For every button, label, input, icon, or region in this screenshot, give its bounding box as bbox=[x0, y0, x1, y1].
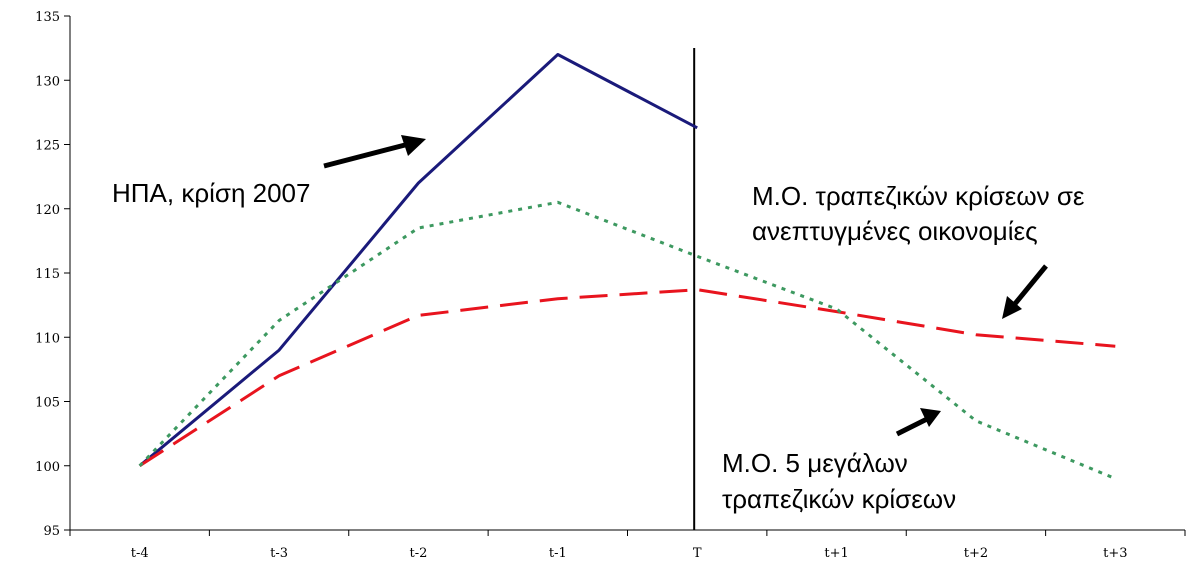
x-tick-label: t-1 bbox=[549, 546, 567, 561]
annotation-advanced-line-2: ανεπτυγμένες οικονομίες bbox=[752, 216, 1038, 246]
x-tick-label: t-4 bbox=[131, 546, 149, 561]
x-tick-label: T bbox=[693, 546, 702, 561]
y-tick-label: 95 bbox=[43, 524, 60, 539]
annotation-advanced: Μ.Ο. τραπεζικών κρίσεων σε ανεπτυγμένες … bbox=[752, 181, 1092, 246]
annotation-advanced-line-1: Μ.Ο. τραπεζικών κρίσεων σε bbox=[752, 181, 1085, 211]
y-tick-label: 135 bbox=[35, 10, 60, 25]
annotations: ΗΠΑ, κρίση 2007 Μ.Ο. τραπεζικών κρίσεων … bbox=[112, 178, 1092, 514]
arrow-advanced bbox=[1002, 264, 1048, 319]
series-line-advanced bbox=[138, 288, 1116, 468]
x-tick-label: t-3 bbox=[270, 546, 288, 561]
annotation-big5-line-2: τραπεζικών κρίσεων bbox=[722, 484, 956, 514]
y-tick-label: 125 bbox=[35, 139, 60, 154]
y-tick-label: 130 bbox=[35, 74, 60, 89]
x-tick-label: t+2 bbox=[964, 546, 988, 561]
annotation-big5: Μ.Ο. 5 μεγάλων τραπεζικών κρίσεων bbox=[722, 448, 956, 514]
x-tick-label: t+3 bbox=[1103, 546, 1127, 561]
arrow-big5 bbox=[895, 408, 941, 437]
annotation-big5-line-1: Μ.Ο. 5 μεγάλων bbox=[722, 448, 908, 478]
arrow-usa bbox=[323, 135, 426, 169]
y-tick-label: 110 bbox=[35, 331, 60, 346]
y-tick-label: 100 bbox=[35, 460, 60, 475]
annotation-arrows bbox=[323, 135, 1048, 437]
x-tick-label: t+1 bbox=[824, 546, 848, 561]
y-tick-label: 105 bbox=[35, 396, 60, 411]
y-tick-label: 120 bbox=[35, 203, 60, 218]
y-tick-label: 115 bbox=[35, 267, 60, 282]
series-lines bbox=[138, 53, 1116, 480]
series-line-usa bbox=[138, 53, 698, 467]
x-tick-label: t-2 bbox=[409, 546, 427, 561]
annotation-usa: ΗΠΑ, κρίση 2007 bbox=[112, 178, 310, 208]
